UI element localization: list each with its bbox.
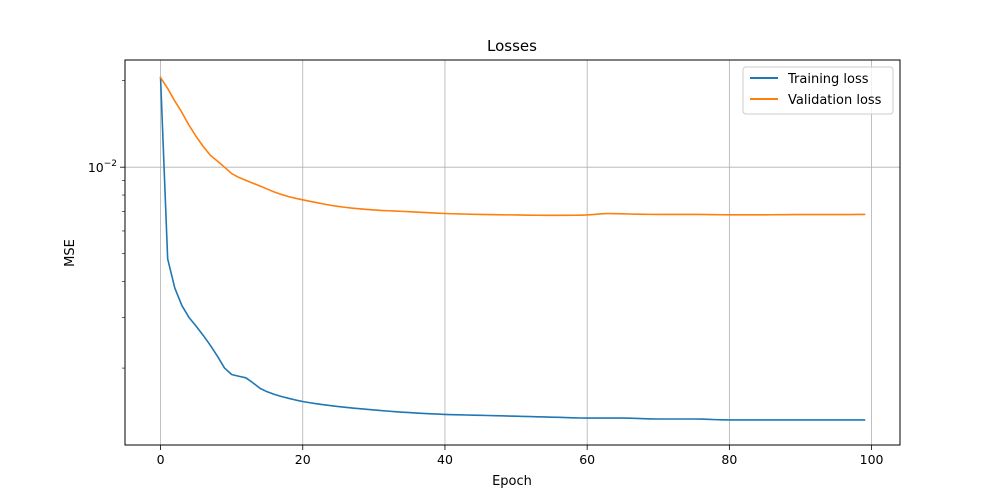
chart-title: Losses bbox=[487, 37, 537, 55]
series-line-training-loss bbox=[159, 76, 866, 421]
x-tick-label: 20 bbox=[295, 452, 311, 467]
x-tick-label: 100 bbox=[860, 452, 884, 467]
x-tick-label: 80 bbox=[721, 452, 737, 467]
y-axis-label: MSE bbox=[63, 239, 78, 267]
legend: Training loss Validation loss bbox=[742, 66, 894, 115]
plot-frame bbox=[124, 59, 901, 446]
grid bbox=[125, 60, 900, 445]
x-tick-label: 60 bbox=[579, 452, 595, 467]
legend-label-validation: Validation loss bbox=[788, 93, 882, 108]
x-tick-label: 0 bbox=[157, 452, 165, 467]
legend-label-training: Training loss bbox=[787, 72, 869, 87]
x-tick-label: 40 bbox=[437, 452, 453, 467]
y-tick-label: 10−2 bbox=[88, 159, 117, 175]
legend-box bbox=[742, 66, 894, 115]
series-lines bbox=[159, 76, 866, 421]
x-axis-label: Epoch bbox=[492, 474, 532, 489]
y-axis-ticks: 10−2 bbox=[88, 80, 125, 369]
series-line-validation-loss bbox=[159, 76, 866, 217]
x-axis-ticks: 0 20 40 60 80 100 bbox=[157, 445, 884, 467]
